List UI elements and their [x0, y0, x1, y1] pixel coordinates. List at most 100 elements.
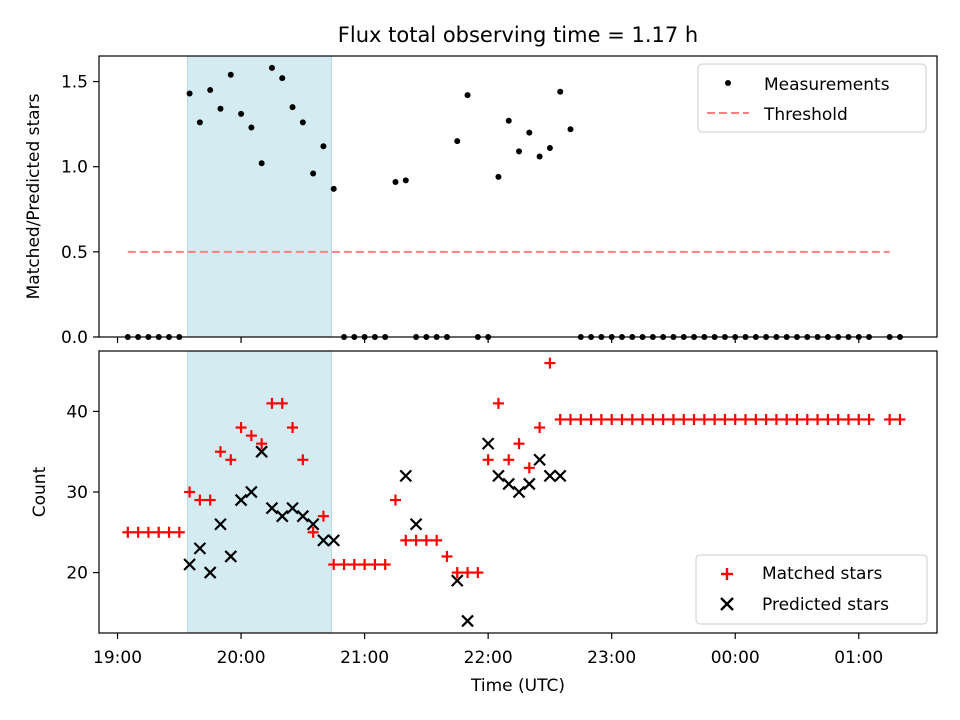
predicted-star-point: [286, 501, 299, 515]
matched-star-point: [225, 454, 237, 466]
legend-label-predicted: Predicted stars: [762, 595, 889, 615]
predicted-star-point: [543, 469, 557, 483]
matched-star-point: [482, 454, 494, 466]
measurement-point: [289, 104, 296, 111]
measurement-point: [310, 170, 317, 177]
matched-star-point: [616, 413, 628, 425]
matched-star-point: [719, 413, 731, 425]
bottom-xtick-label: 22:00: [464, 648, 513, 668]
measurement-point: [557, 88, 564, 95]
measurement-point: [320, 143, 327, 150]
measurement-point: [536, 153, 543, 160]
predicted-star-point: [461, 614, 474, 628]
matched-star-point: [884, 413, 896, 425]
matched-star-point: [492, 397, 504, 409]
predicted-star-point: [296, 509, 310, 523]
measurement-point: [238, 110, 245, 117]
matched-star-point: [626, 413, 638, 425]
matched-star-point: [544, 357, 556, 369]
predicted-star-point: [306, 517, 320, 531]
matched-star-point: [863, 413, 875, 425]
measurement-point: [495, 173, 502, 180]
measurement-point: [299, 119, 306, 126]
top-y-ticks: 0.0 0.5 1.0 1.5: [61, 73, 99, 348]
matched-star-point: [523, 462, 535, 474]
matched-star-point: [214, 446, 226, 458]
matched-star-point: [173, 526, 185, 538]
top-highlight-span: [187, 55, 333, 338]
matched-star-point: [132, 526, 144, 538]
matched-star-point: [184, 486, 196, 498]
matched-star-point: [256, 438, 268, 450]
measurement-point: [248, 124, 255, 131]
bottom-xtick-label: 01:00: [834, 648, 883, 668]
measurement-point: [516, 148, 523, 155]
matched-star-point: [462, 567, 474, 579]
bottom-count-points: [122, 357, 906, 628]
x-axis-label: Time (UTC): [470, 676, 565, 696]
matched-star-point: [832, 413, 844, 425]
matched-star-point: [266, 397, 278, 409]
matched-star-point: [667, 413, 679, 425]
matched-star-point: [698, 413, 710, 425]
bottom-ytick-label: 40: [66, 402, 88, 422]
matched-star-point: [709, 413, 721, 425]
matched-star-point: [853, 413, 865, 425]
top-y-axis-label: Matched/Predicted stars: [24, 93, 44, 299]
matched-star-point: [842, 413, 854, 425]
matched-star-point: [379, 559, 391, 571]
predicted-star-point: [492, 469, 505, 483]
measurement-point: [196, 119, 203, 126]
matched-star-point: [472, 567, 484, 579]
matched-star-point: [451, 567, 463, 579]
matched-star-point: [822, 413, 834, 425]
top-panel: 0.0 0.5 1.0 1.5 Matched/Predicted stars Mea…: [24, 55, 938, 348]
predicted-star-point: [214, 517, 227, 531]
matched-star-point: [338, 559, 350, 571]
matched-star-point: [328, 559, 340, 571]
matched-star-point: [235, 422, 247, 434]
legend-marker-predicted: [720, 597, 734, 611]
predicted-star-point: [327, 534, 341, 547]
matched-star-point: [729, 413, 741, 425]
bottom-highlight-span: [187, 350, 333, 634]
measurement-point: [505, 117, 512, 124]
matched-star-point: [781, 413, 793, 425]
matched-star-point: [760, 413, 772, 425]
bottom-xtick-label: 23:00: [587, 648, 636, 668]
matched-star-point: [194, 494, 206, 506]
matched-star-point: [534, 422, 546, 434]
predicted-star-point: [317, 534, 330, 547]
bottom-xtick-label: 20:00: [217, 648, 266, 668]
matched-star-point: [420, 534, 432, 546]
matched-star-point: [441, 550, 453, 562]
matched-star-point: [585, 413, 597, 425]
predicted-star-point: [481, 437, 495, 450]
matched-star-point: [410, 534, 422, 546]
matched-star-point: [359, 559, 371, 571]
legend-label-measurements: Measurements: [764, 75, 890, 95]
matched-star-point: [647, 413, 659, 425]
measurement-point: [454, 138, 461, 145]
top-x-ticks: [116, 337, 860, 343]
top-ytick-label: 0.5: [61, 243, 88, 263]
matched-star-point: [812, 413, 824, 425]
legend-marker-matched: [721, 568, 733, 580]
matched-star-point: [637, 413, 649, 425]
predicted-star-point: [512, 485, 526, 499]
measurement-point: [464, 92, 471, 99]
bottom-y-ticks: 20 30 40: [66, 402, 99, 584]
matched-star-point: [204, 494, 216, 506]
bottom-xtick-label: 19:00: [93, 648, 142, 668]
matched-star-point: [163, 526, 175, 538]
measurement-point: [227, 71, 234, 78]
predicted-star-point: [234, 493, 248, 507]
top-ytick-label: 1.5: [61, 73, 88, 93]
predicted-star-point: [502, 477, 516, 491]
matched-star-point: [657, 413, 669, 425]
legend-label-threshold: Threshold: [763, 105, 848, 125]
matched-star-point: [317, 510, 329, 522]
measurement-point: [546, 144, 553, 151]
bottom-legend: Matched stars Predicted stars: [695, 554, 928, 625]
predicted-star-point: [203, 566, 217, 579]
